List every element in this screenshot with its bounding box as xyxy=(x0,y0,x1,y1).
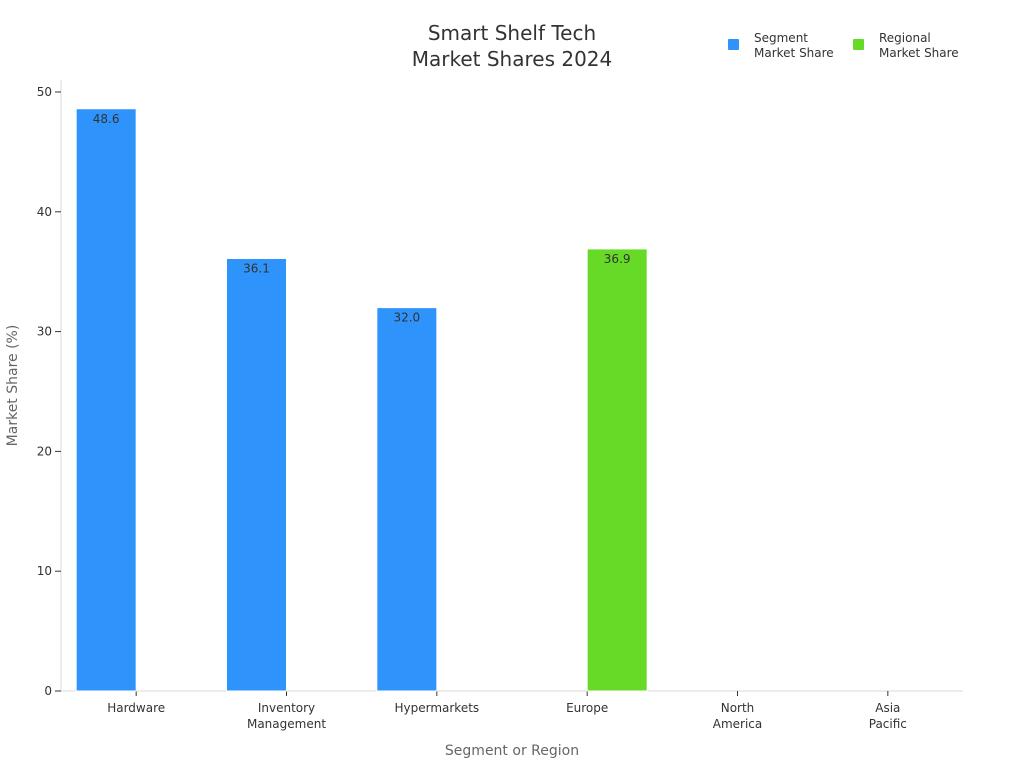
y-tick-label: 10 xyxy=(37,564,52,578)
y-tick-label: 0 xyxy=(44,684,52,698)
x-tick-label: Hardware xyxy=(107,701,165,715)
bar-data-label: 36.9 xyxy=(604,252,631,266)
y-tick-label: 30 xyxy=(37,325,52,339)
legend-swatch xyxy=(853,39,864,50)
x-tick-label: North America xyxy=(713,701,763,731)
y-axis-title: Market Share (%) xyxy=(5,325,21,447)
bar-data-label: 48.6 xyxy=(93,112,120,126)
legend-entry-label: Segment Market Share xyxy=(754,31,834,60)
bar[interactable] xyxy=(376,307,438,692)
y-tick-label: 20 xyxy=(37,444,52,458)
legend-entry-label: Regional Market Share xyxy=(879,31,959,60)
chart-title: Smart Shelf Tech Market Shares 2024 xyxy=(412,21,613,71)
y-tick-label: 40 xyxy=(37,205,52,219)
x-tick-label: Inventory Management xyxy=(247,701,326,731)
bar-data-label: 32.0 xyxy=(393,311,420,325)
x-tick-label: Europe xyxy=(566,701,608,715)
x-axis-title: Segment or Region xyxy=(445,743,579,759)
bar[interactable] xyxy=(75,108,137,692)
x-tick-label: Asia Pacific xyxy=(869,701,907,731)
legend-swatch xyxy=(728,39,739,50)
bar[interactable] xyxy=(586,248,648,692)
x-tick-label: Hypermarkets xyxy=(394,701,479,715)
y-tick-label: 50 xyxy=(37,85,52,99)
bar-data-label: 36.1 xyxy=(243,262,270,276)
bar[interactable] xyxy=(226,258,287,692)
